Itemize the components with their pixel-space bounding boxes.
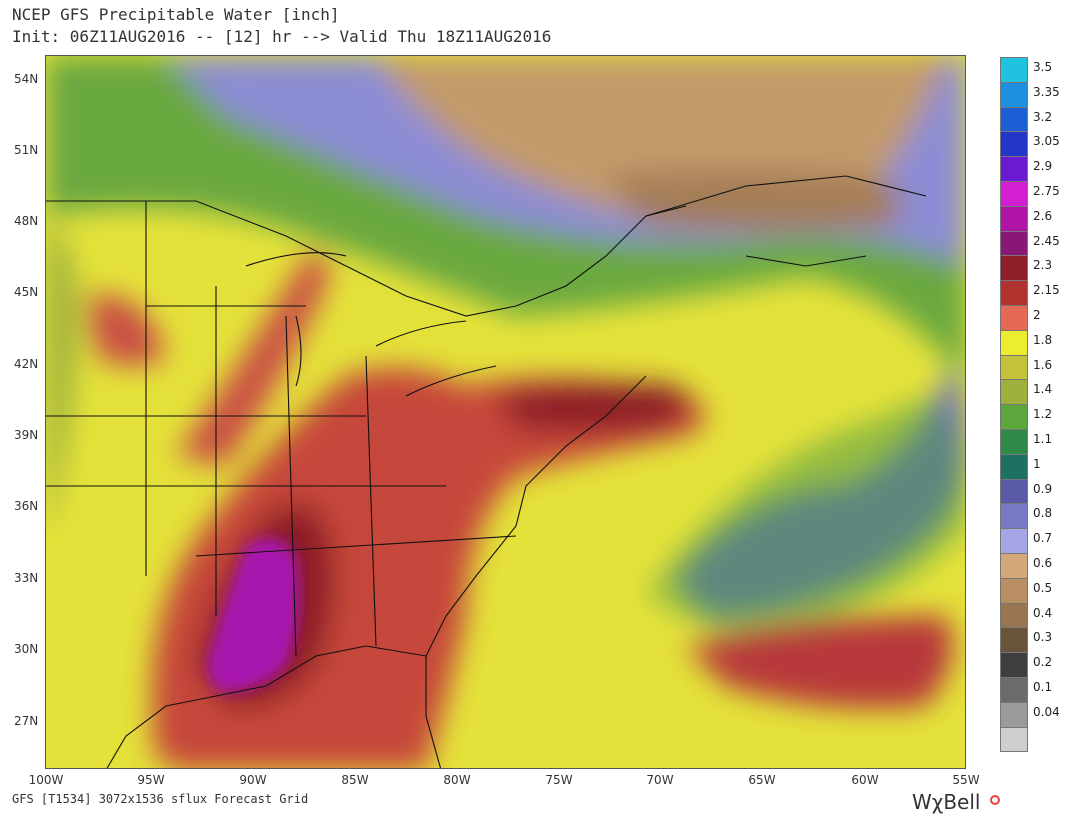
colorbar-cell (1000, 478, 1028, 505)
lon-label-100w: 100W (28, 773, 64, 787)
colorbar-label: 2 (1033, 308, 1041, 322)
colorbar-label: 3.35 (1033, 84, 1060, 99)
atlantic-coastline (425, 375, 647, 768)
colorbar-cell (1000, 81, 1028, 108)
colorbar-cell (1000, 577, 1028, 604)
colorbar-cell (1000, 652, 1028, 678)
colorbar-label: 0.1 (1033, 680, 1053, 694)
colorbar-cell (1000, 553, 1028, 579)
colorbar-cell (1000, 453, 1028, 480)
colorbar-label: 0.9 (1033, 481, 1053, 496)
field-brown-east (606, 171, 902, 231)
colorbar-cell (1000, 329, 1028, 356)
colorbar-label: 1.4 (1033, 382, 1053, 397)
colorbar-label: 0.7 (1033, 531, 1053, 546)
colorbar-cell (1000, 106, 1028, 133)
colorbar-cell (1000, 627, 1028, 654)
colorbar-label: 2.15 (1033, 283, 1060, 298)
colorbar-cell (1000, 255, 1028, 282)
lon-label-75w: 75W (545, 773, 573, 787)
lat-label-45n: 45N (14, 285, 39, 299)
lon-label-65w: 65W (748, 773, 776, 787)
colorbar-cell (1000, 131, 1028, 158)
field-red-lakes (176, 254, 329, 466)
map-subtitle: Init: 06Z11AUG2016 -- [12] hr --> Valid … (12, 27, 552, 46)
colorbar-label: 3.2 (1033, 109, 1053, 124)
colorbar-label: 1.1 (1033, 432, 1053, 446)
lon-label-95w: 95W (137, 773, 165, 787)
colorbar-label: 0.8 (1033, 506, 1053, 521)
colorbar-label: 0.6 (1033, 556, 1053, 570)
precipitable-water-map (46, 56, 965, 768)
field-maroon-northeast (496, 382, 689, 431)
map-title: NCEP GFS Precipitable Water [inch] (12, 5, 340, 24)
lat-label-33n: 33N (14, 571, 39, 585)
colorbar-cell (1000, 305, 1028, 331)
lat-label-39n: 39N (14, 428, 39, 442)
colorbar-label: 2.75 (1033, 184, 1060, 198)
colorbar-cell (1000, 429, 1028, 455)
lat-label-54n: 54N (14, 72, 39, 86)
lat-label-36n: 36N (14, 499, 39, 513)
brand-logo: WχBell (912, 790, 981, 814)
state-lines (46, 201, 517, 657)
colorbar-cell (1000, 57, 1028, 83)
colorbar-label: 2.45 (1033, 233, 1060, 248)
data-source-footer: GFS [T1534] 3072x1536 sflux Forecast Gri… (12, 792, 309, 806)
colorbar-label: 0.5 (1033, 580, 1053, 595)
lon-label-80w: 80W (443, 773, 471, 787)
colorbar-cell (1000, 205, 1028, 232)
political-boundaries (46, 175, 927, 768)
colorbar-cell (1000, 701, 1028, 728)
colorbar-label: 0.04 (1033, 704, 1060, 719)
lat-label-51n: 51N (14, 143, 39, 157)
colorbar-cell (1000, 602, 1028, 629)
great-lakes-outline (245, 252, 497, 397)
colorbar-label: 0.3 (1033, 630, 1053, 645)
colorbar-label: 2.9 (1033, 159, 1053, 174)
colorbar-cell (1000, 230, 1028, 257)
brand-dot-icon (990, 795, 1000, 805)
colorbar-cell (1000, 354, 1028, 381)
colorbar-cell (1000, 181, 1028, 207)
lon-label-60w: 60W (851, 773, 879, 787)
map-frame (45, 55, 966, 769)
colorbar-label: 0.2 (1033, 655, 1053, 670)
lon-label-85w: 85W (341, 773, 369, 787)
field-magenta-core (206, 538, 300, 692)
us-canada-border (46, 200, 687, 317)
lat-label-27n: 27N (14, 714, 39, 728)
colorbar-label: 1.6 (1033, 357, 1053, 372)
colorbar-label: 1.8 (1033, 332, 1053, 347)
colorbar-label: 2.3 (1033, 258, 1053, 273)
colorbar-cell (1000, 503, 1028, 530)
colorbar-label: 1 (1033, 456, 1041, 471)
gulf-coastline (106, 645, 427, 768)
colorbar-cell (1000, 379, 1028, 406)
colorbar-label: 1.2 (1033, 407, 1053, 422)
field-green-west (46, 216, 78, 536)
colorbar-cell (1000, 726, 1028, 753)
colorbar-cell (1000, 404, 1028, 430)
lon-label-70w: 70W (646, 773, 674, 787)
colorbar-label: 2.6 (1033, 208, 1053, 223)
lat-label-42n: 42N (14, 357, 39, 371)
lat-label-30n: 30N (14, 642, 39, 656)
colorbar-cell (1000, 677, 1028, 703)
colorbar-cell (1000, 156, 1028, 182)
colorbar-label: 3.05 (1033, 134, 1060, 149)
lon-label-55w: 55W (952, 773, 980, 787)
colorbar-cell (1000, 280, 1028, 306)
colorbar-label: 0.4 (1033, 605, 1053, 620)
field-green-atlantic (646, 400, 965, 646)
lon-label-90w: 90W (239, 773, 267, 787)
canada-maritimes (645, 175, 927, 267)
colorbar-cell (1000, 528, 1028, 554)
colorbar-label: 3.5 (1033, 60, 1053, 74)
lat-label-48n: 48N (14, 214, 39, 228)
field-red-gulf (686, 616, 954, 709)
